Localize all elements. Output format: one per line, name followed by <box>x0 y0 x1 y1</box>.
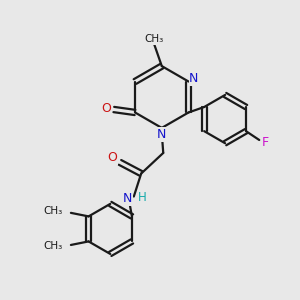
Text: CH₃: CH₃ <box>145 34 164 44</box>
Text: N: N <box>157 128 167 141</box>
Text: O: O <box>101 101 111 115</box>
Text: O: O <box>108 152 118 164</box>
Text: N: N <box>189 72 199 85</box>
Text: H: H <box>138 191 147 205</box>
Text: N: N <box>123 192 132 206</box>
Text: CH₃: CH₃ <box>44 242 63 251</box>
Text: F: F <box>262 136 269 149</box>
Text: CH₃: CH₃ <box>44 206 63 216</box>
